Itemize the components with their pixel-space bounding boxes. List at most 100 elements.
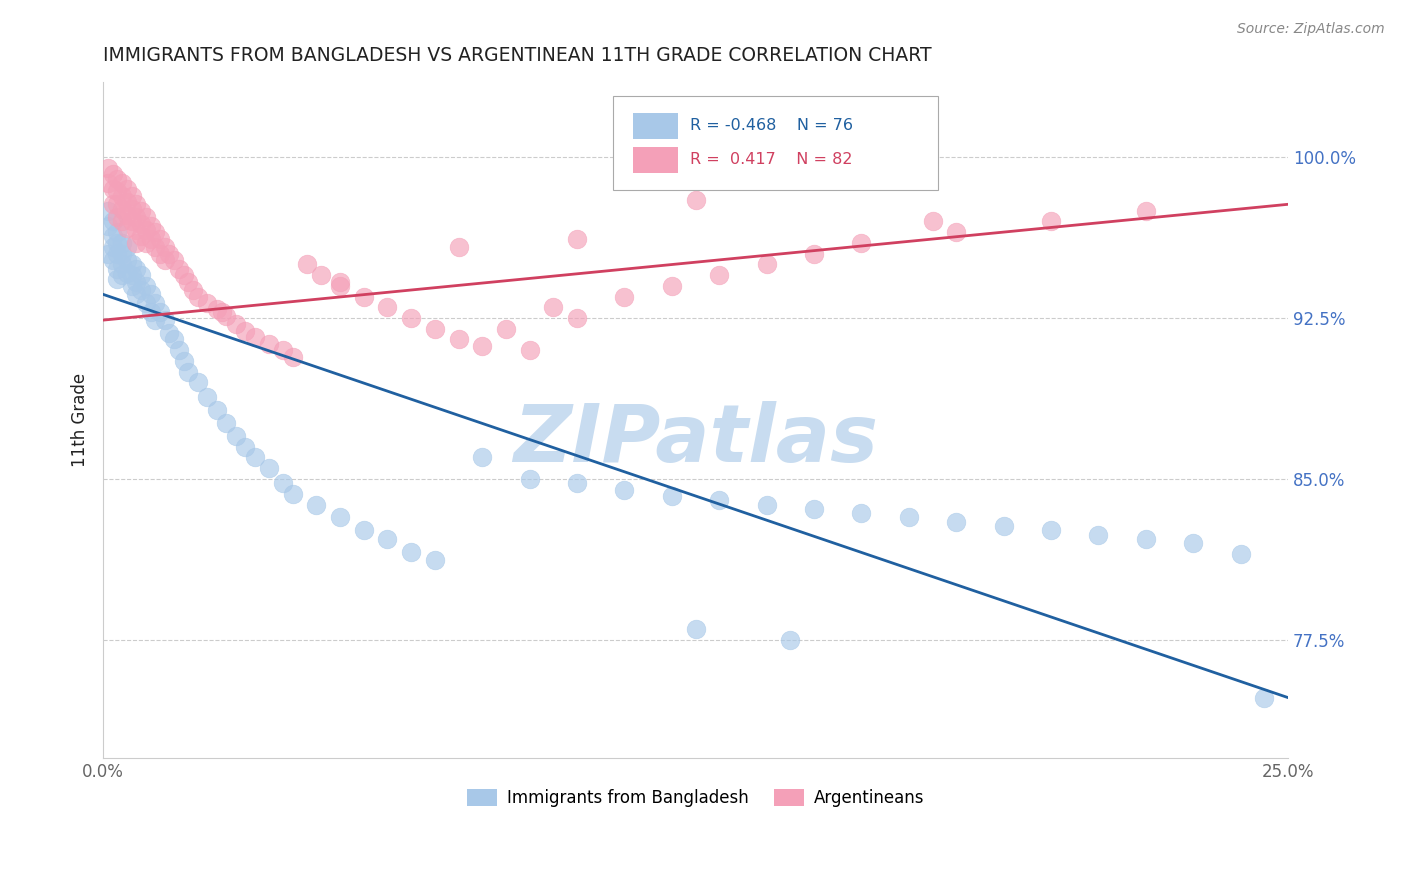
Text: ZIPatlas: ZIPatlas xyxy=(513,401,879,479)
Point xyxy=(233,324,256,338)
Point xyxy=(111,246,134,260)
Point xyxy=(173,268,195,282)
Point xyxy=(125,287,148,301)
Point xyxy=(685,193,707,207)
Point xyxy=(121,268,143,282)
Point xyxy=(471,339,494,353)
Point xyxy=(215,309,238,323)
Point xyxy=(105,185,128,199)
Point xyxy=(1135,532,1157,546)
Point xyxy=(709,493,731,508)
Point xyxy=(105,261,128,276)
Point xyxy=(111,235,134,250)
Point xyxy=(129,217,152,231)
Point xyxy=(423,553,446,567)
Point xyxy=(329,275,352,289)
Point xyxy=(305,498,328,512)
Point xyxy=(139,219,162,233)
Text: IMMIGRANTS FROM BANGLADESH VS ARGENTINEAN 11TH GRADE CORRELATION CHART: IMMIGRANTS FROM BANGLADESH VS ARGENTINEA… xyxy=(103,46,932,65)
Point xyxy=(993,519,1015,533)
Point xyxy=(945,225,967,239)
Point xyxy=(97,176,120,190)
Point xyxy=(135,278,157,293)
Point xyxy=(271,343,294,358)
Point xyxy=(377,532,399,546)
Text: Source: ZipAtlas.com: Source: ZipAtlas.com xyxy=(1237,22,1385,37)
Point xyxy=(111,257,134,271)
Point xyxy=(129,229,152,244)
Point xyxy=(153,253,176,268)
Point xyxy=(281,350,304,364)
Point xyxy=(153,313,176,327)
Point xyxy=(399,545,422,559)
Point xyxy=(105,171,128,186)
Point xyxy=(101,167,124,181)
Point xyxy=(471,450,494,465)
Point xyxy=(105,210,128,224)
Point xyxy=(121,257,143,271)
Point xyxy=(121,278,143,293)
Point xyxy=(101,240,124,254)
Point xyxy=(129,203,152,218)
Point xyxy=(1040,524,1063,538)
Point xyxy=(519,472,541,486)
Point xyxy=(105,272,128,286)
Point xyxy=(1135,203,1157,218)
Point xyxy=(519,343,541,358)
Point xyxy=(423,321,446,335)
Point xyxy=(211,304,233,318)
Point xyxy=(135,235,157,250)
Point xyxy=(115,266,138,280)
Point xyxy=(353,289,375,303)
Point xyxy=(153,240,176,254)
Point xyxy=(125,197,148,211)
Point xyxy=(803,501,825,516)
Point xyxy=(851,506,873,520)
Point xyxy=(543,300,565,314)
Point xyxy=(111,268,134,282)
Point xyxy=(1040,214,1063,228)
Point xyxy=(755,257,778,271)
Point xyxy=(129,268,152,282)
Point xyxy=(921,214,943,228)
Bar xyxy=(633,113,678,139)
Point xyxy=(613,289,636,303)
Point xyxy=(105,235,128,250)
Point xyxy=(309,268,332,282)
Point xyxy=(111,188,134,202)
Point xyxy=(101,197,124,211)
Point xyxy=(105,246,128,260)
Point xyxy=(257,461,280,475)
Legend: Immigrants from Bangladesh, Argentineans: Immigrants from Bangladesh, Argentineans xyxy=(460,782,931,814)
Point xyxy=(125,275,148,289)
Point xyxy=(177,275,200,289)
Point xyxy=(565,232,588,246)
Point xyxy=(447,240,470,254)
Point xyxy=(685,622,707,636)
Point xyxy=(167,343,190,358)
Point xyxy=(159,326,181,340)
Point xyxy=(101,182,124,196)
Point xyxy=(613,483,636,497)
Point xyxy=(225,429,247,443)
Point xyxy=(115,195,138,210)
Point xyxy=(121,202,143,216)
Point xyxy=(1253,690,1275,705)
Point xyxy=(205,403,228,417)
Point xyxy=(243,450,266,465)
Point xyxy=(215,416,238,430)
Point xyxy=(353,524,375,538)
Point xyxy=(111,202,134,216)
Point xyxy=(197,390,219,404)
Bar xyxy=(633,147,678,172)
Point xyxy=(135,296,157,310)
Point xyxy=(139,232,162,246)
Point xyxy=(115,220,138,235)
Point xyxy=(399,310,422,325)
Point xyxy=(143,240,166,254)
Point xyxy=(97,219,120,233)
Point xyxy=(101,253,124,268)
Point xyxy=(121,214,143,228)
Point xyxy=(125,210,148,224)
Point xyxy=(779,632,801,647)
